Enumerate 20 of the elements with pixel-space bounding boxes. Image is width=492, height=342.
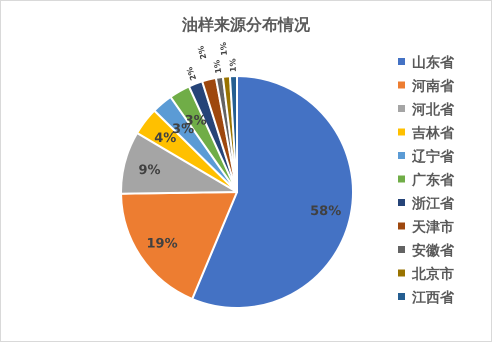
- data-label: 2%: [184, 66, 198, 82]
- legend-label: 北京市: [411, 266, 454, 282]
- legend-label: 广东省: [411, 172, 455, 188]
- legend-label: 江西省: [411, 290, 455, 306]
- data-label: 1%: [212, 59, 224, 74]
- legend-label: 天津市: [411, 218, 454, 236]
- legend-label: 安徽省: [412, 242, 455, 259]
- data-label: 1%: [228, 58, 238, 72]
- data-label: 19%: [146, 236, 178, 252]
- data-label: 1%: [218, 42, 229, 56]
- data-label: 9%: [138, 162, 161, 178]
- chart-title: 油样来源分布情况: [181, 15, 311, 34]
- legend-label: 辽宁省: [411, 148, 455, 165]
- data-label: 2%: [196, 44, 208, 60]
- legend-label: 河南省: [411, 78, 455, 94]
- legend-label: 河北省: [411, 102, 455, 118]
- legend-label: 浙江省: [411, 196, 455, 212]
- legend-label: 吉林省: [411, 126, 455, 142]
- legend-label: 山东省: [412, 54, 455, 71]
- data-label: 58%: [310, 204, 342, 219]
